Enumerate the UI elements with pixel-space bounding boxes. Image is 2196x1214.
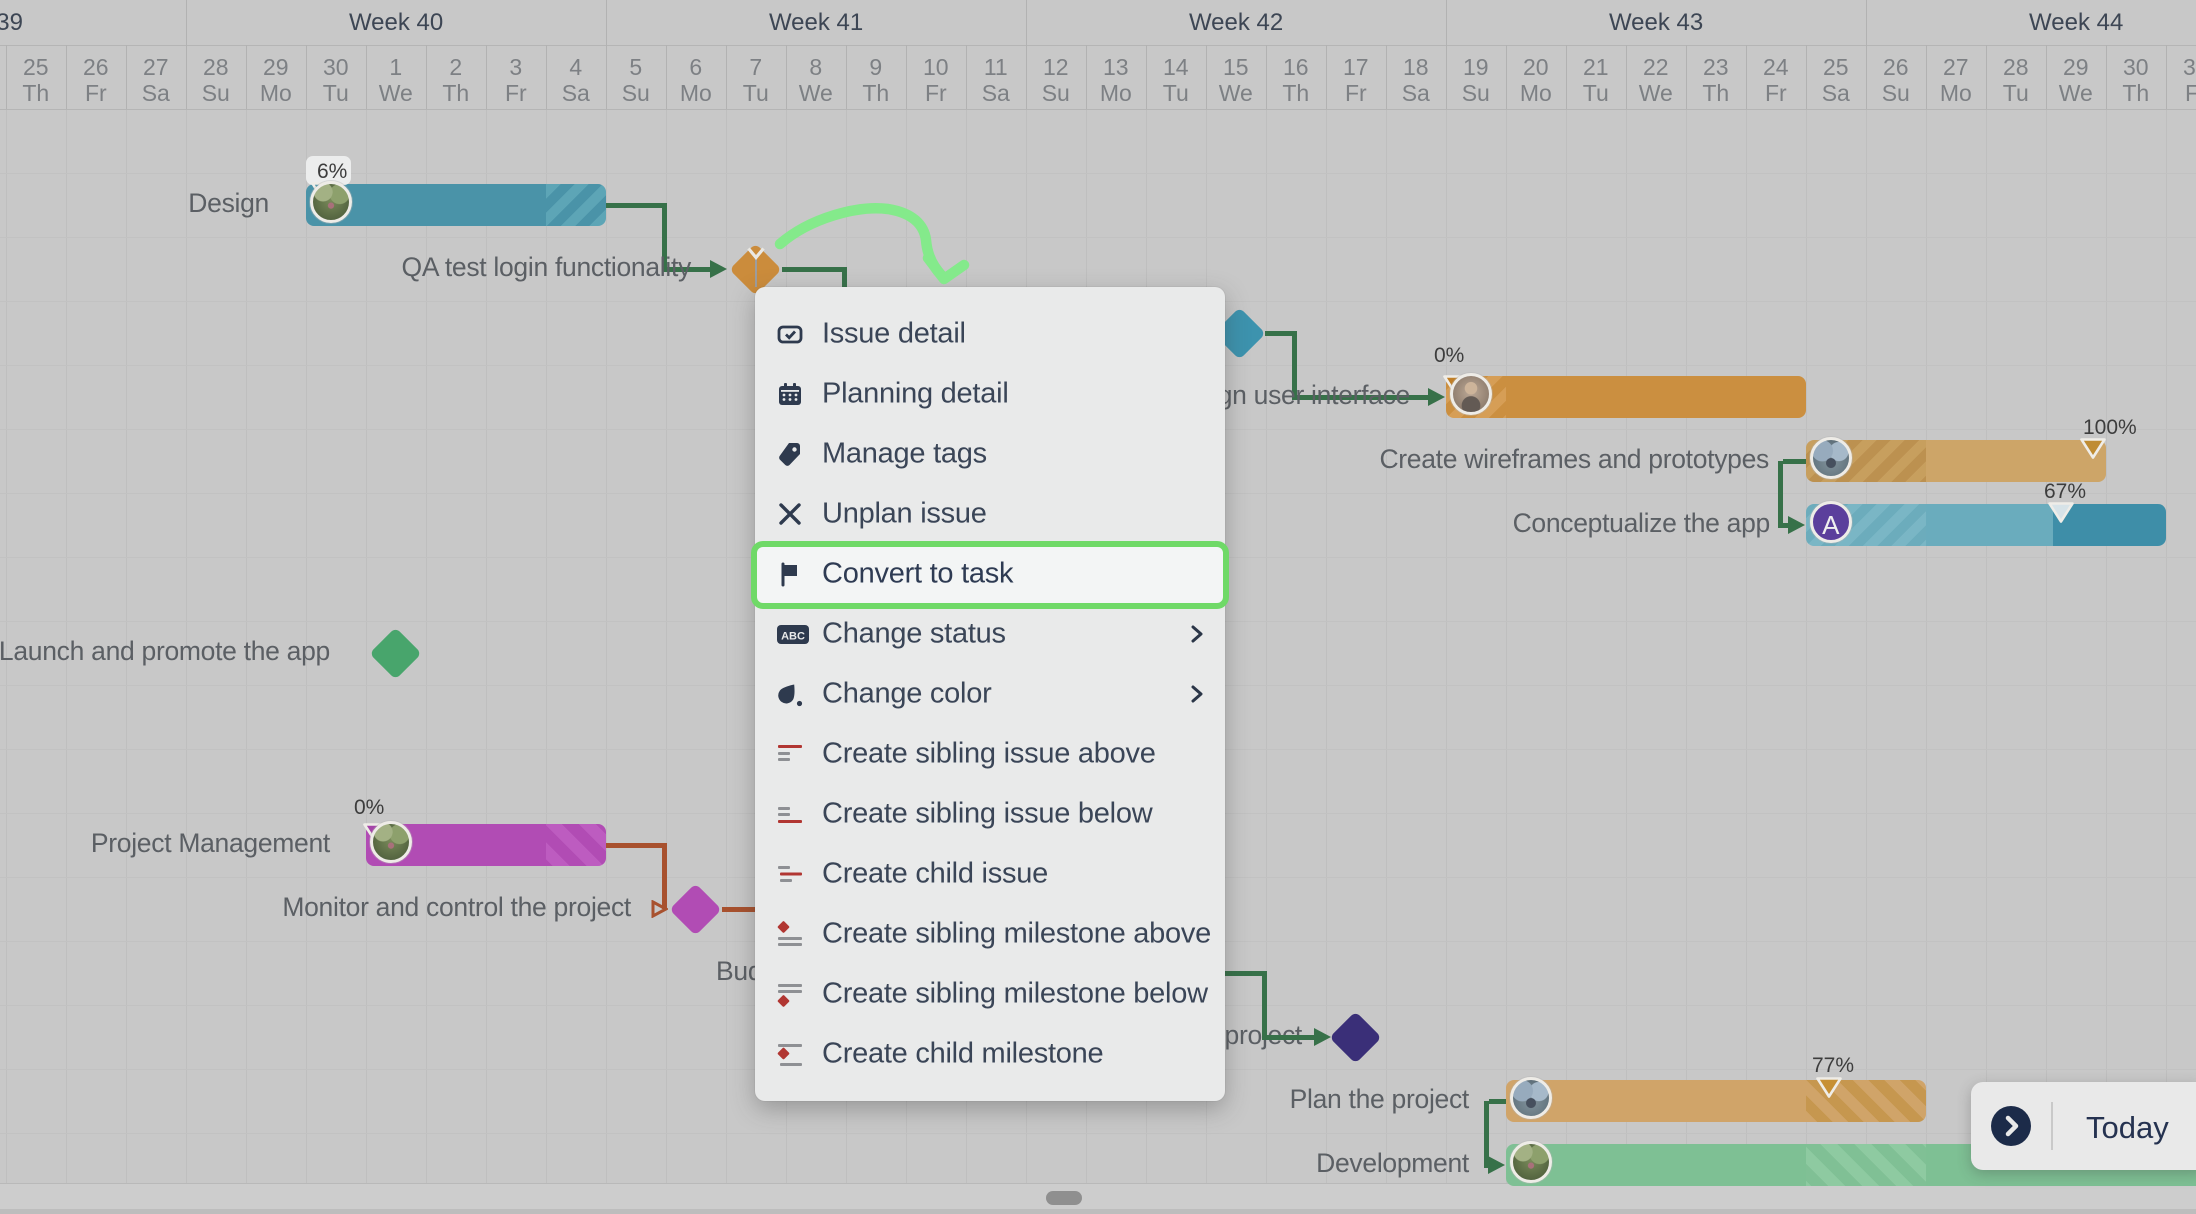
svg-text:ABC: ABC — [781, 631, 805, 643]
